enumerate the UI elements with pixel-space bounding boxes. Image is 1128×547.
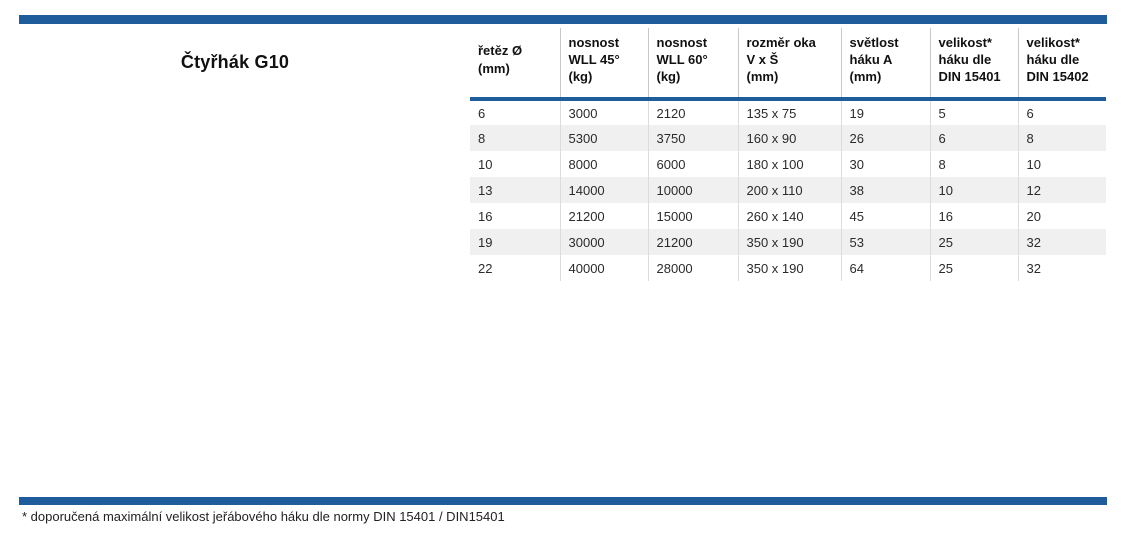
- table-cell: 8000: [560, 151, 649, 177]
- table-cell: 10: [470, 151, 561, 177]
- table-row: 22 40000 28000 350 x 190 64 25 32: [470, 255, 1106, 281]
- table-cell: 40000: [560, 255, 649, 281]
- table-cell: 5300: [560, 125, 649, 151]
- table-cell: 350 x 190: [738, 229, 842, 255]
- table-cell: 3000: [560, 99, 649, 125]
- table-row: 6 3000 2120 135 x 75 19 5 6: [470, 99, 1106, 125]
- table-cell: 3750: [648, 125, 739, 151]
- spec-table: řetěz Ø (mm) nosnost WLL 45° (kg) nosnost …: [470, 28, 1106, 281]
- table-cell: 260 x 140: [738, 203, 842, 229]
- table-cell: 8: [470, 125, 561, 151]
- table-cell: 38: [841, 177, 931, 203]
- table-cell: 135 x 75: [738, 99, 842, 125]
- table-cell: 350 x 190: [738, 255, 842, 281]
- table-cell: 8: [930, 151, 1019, 177]
- table-cell: 6: [470, 99, 561, 125]
- table-cell: 21200: [560, 203, 649, 229]
- table-cell: 13: [470, 177, 561, 203]
- bottom-divider-bar: [19, 497, 1107, 505]
- column-header: světlost háku A (mm): [841, 28, 931, 99]
- table-row: 10 8000 6000 180 x 100 30 8 10: [470, 151, 1106, 177]
- table-cell: 12: [1026, 182, 1041, 198]
- table-cell: 160 x 90: [738, 125, 842, 151]
- table-cell: 28000: [648, 255, 739, 281]
- table-cell: 10: [1026, 156, 1041, 172]
- table-cell: 30000: [560, 229, 649, 255]
- table-cell: 25: [930, 229, 1019, 255]
- table-cell: 32: [1026, 234, 1041, 250]
- table-cell: 6: [1026, 105, 1034, 121]
- table-cell: 64: [841, 255, 931, 281]
- table-cell: 180 x 100: [738, 151, 842, 177]
- column-header: nosnost WLL 45° (kg): [560, 28, 649, 99]
- table-row: 13 14000 10000 200 x 110 38 10 12: [470, 177, 1106, 203]
- table-cell: 5: [930, 99, 1019, 125]
- table-cell: 6: [930, 125, 1019, 151]
- table-cell: 19: [841, 99, 931, 125]
- table-cell: 14000: [560, 177, 649, 203]
- table-cell: 25: [930, 255, 1019, 281]
- header-row: řetěz Ø (mm) nosnost WLL 45° (kg) nosnost …: [470, 28, 1106, 99]
- table-cell: 10: [930, 177, 1019, 203]
- table-cell: 8: [1026, 130, 1034, 146]
- table-body: 6 3000 2120 135 x 75 19 5 6 8 5300 3750 160 x 90 26…: [470, 99, 1106, 281]
- column-header: rozměr oka V x Š (mm): [738, 28, 842, 99]
- table-cell: 30: [841, 151, 931, 177]
- table-row: 8 5300 3750 160 x 90 26 6 8: [470, 125, 1106, 151]
- table-cell: 2120: [648, 99, 739, 125]
- column-header: řetěz Ø (mm): [470, 28, 561, 99]
- page-title: Čtyřhák G10: [180, 52, 290, 72]
- table-header: řetěz Ø (mm) nosnost WLL 45° (kg) nosnost …: [470, 28, 1106, 99]
- footnote: * doporučená maximální velikost jeřábové…: [22, 509, 505, 524]
- table-cell: 20: [1026, 208, 1041, 224]
- column-header: velikost* háku dle DIN 15401: [930, 28, 1019, 99]
- table-cell: 45: [841, 203, 931, 229]
- table-cell: 6000: [648, 151, 739, 177]
- table-cell: 19: [470, 229, 561, 255]
- table-cell: 32: [1026, 260, 1041, 276]
- column-header: velikost* háku dle DIN 15402: [1026, 34, 1089, 85]
- table-cell: 26: [841, 125, 931, 151]
- table-cell: 16: [470, 203, 561, 229]
- table-cell: 53: [841, 229, 931, 255]
- table-cell: 21200: [648, 229, 739, 255]
- table-cell: 16: [930, 203, 1019, 229]
- table-row: 16 21200 15000 260 x 140 45 16 20: [470, 203, 1106, 229]
- table-cell: 15000: [648, 203, 739, 229]
- top-divider-bar: [19, 15, 1107, 24]
- table-cell: 10000: [648, 177, 739, 203]
- table-cell: 200 x 110: [738, 177, 842, 203]
- column-header: nosnost WLL 60° (kg): [648, 28, 739, 99]
- table-cell: 22: [470, 255, 561, 281]
- table-row: 19 30000 21200 350 x 190 53 25 32: [470, 229, 1106, 255]
